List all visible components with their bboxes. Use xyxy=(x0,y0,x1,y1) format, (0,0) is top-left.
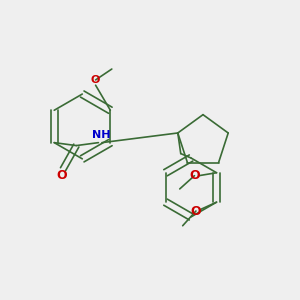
Text: NH: NH xyxy=(92,130,110,140)
Text: O: O xyxy=(190,205,201,218)
Text: O: O xyxy=(56,169,67,182)
Text: O: O xyxy=(91,75,100,85)
Text: O: O xyxy=(189,169,200,182)
